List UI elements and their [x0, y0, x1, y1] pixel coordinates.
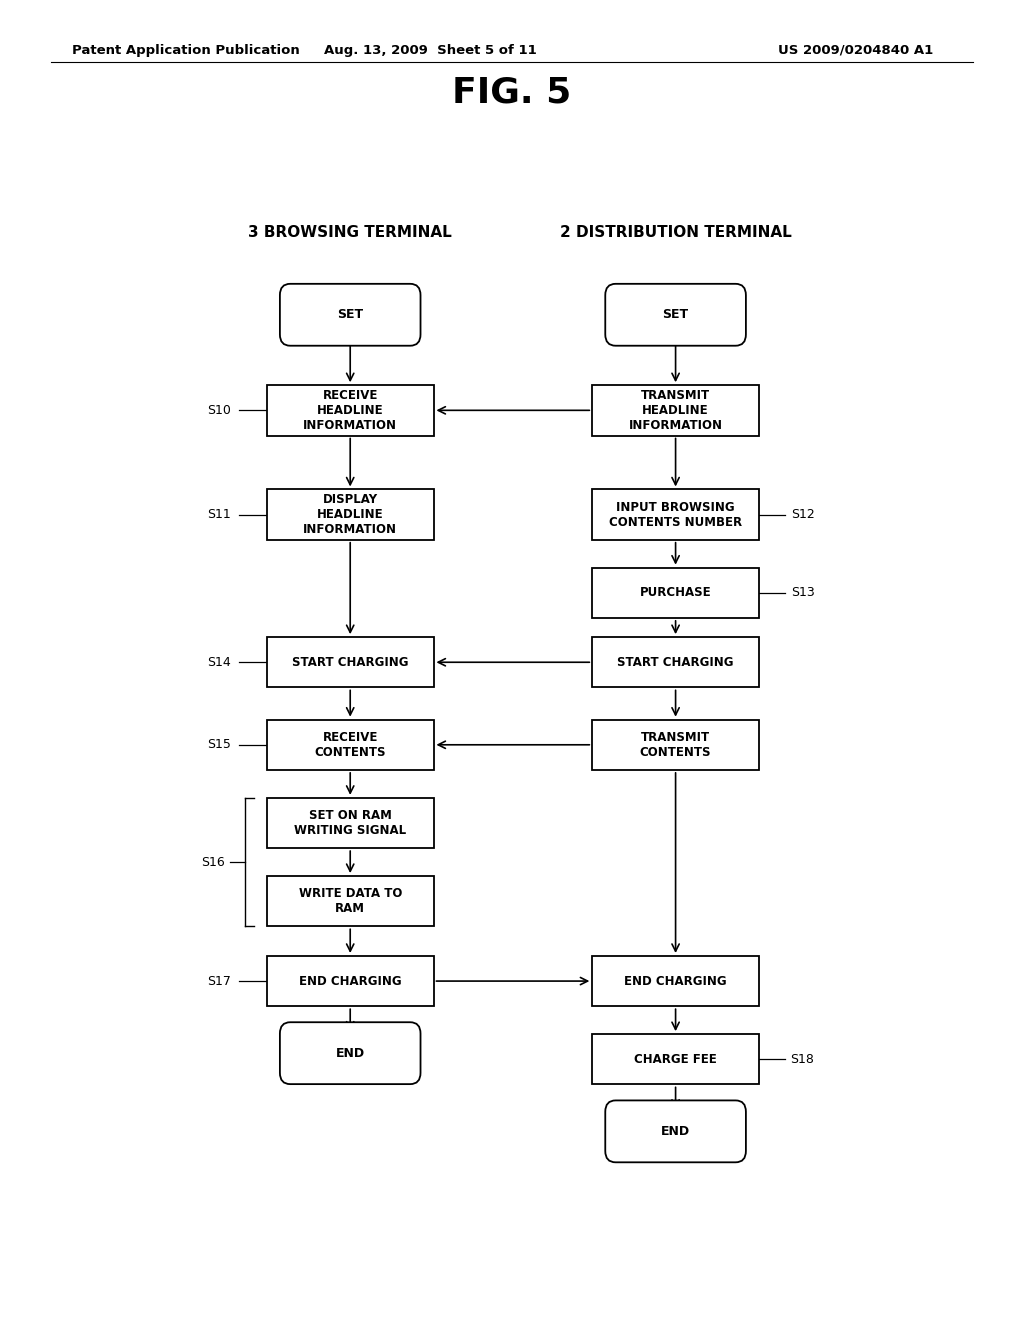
Text: TRANSMIT
HEADLINE
INFORMATION: TRANSMIT HEADLINE INFORMATION [629, 389, 723, 432]
Text: PURCHASE: PURCHASE [640, 586, 712, 599]
Text: 3 BROWSING TERMINAL: 3 BROWSING TERMINAL [249, 224, 452, 240]
Text: RECEIVE
HEADLINE
INFORMATION: RECEIVE HEADLINE INFORMATION [303, 389, 397, 432]
Text: TRANSMIT
CONTENTS: TRANSMIT CONTENTS [640, 731, 712, 759]
Text: INPUT BROWSING
CONTENTS NUMBER: INPUT BROWSING CONTENTS NUMBER [609, 500, 742, 528]
Text: S15: S15 [207, 738, 231, 751]
Text: S11: S11 [208, 508, 231, 521]
Text: US 2009/0204840 A1: US 2009/0204840 A1 [778, 44, 934, 57]
Text: SET: SET [663, 309, 689, 321]
FancyBboxPatch shape [267, 876, 433, 927]
FancyBboxPatch shape [267, 797, 433, 849]
Text: S17: S17 [207, 974, 231, 987]
Text: END: END [336, 1047, 365, 1060]
Text: END CHARGING: END CHARGING [625, 974, 727, 987]
Text: START CHARGING: START CHARGING [617, 656, 734, 669]
FancyBboxPatch shape [592, 385, 759, 436]
FancyBboxPatch shape [592, 956, 759, 1006]
Text: SET: SET [337, 309, 364, 321]
FancyBboxPatch shape [605, 1101, 745, 1163]
FancyBboxPatch shape [267, 490, 433, 540]
Text: START CHARGING: START CHARGING [292, 656, 409, 669]
Text: FIG. 5: FIG. 5 [453, 75, 571, 110]
Text: SET ON RAM
WRITING SIGNAL: SET ON RAM WRITING SIGNAL [294, 809, 407, 837]
Text: Aug. 13, 2009  Sheet 5 of 11: Aug. 13, 2009 Sheet 5 of 11 [324, 44, 537, 57]
FancyBboxPatch shape [267, 956, 433, 1006]
FancyBboxPatch shape [592, 638, 759, 688]
Text: WRITE DATA TO
RAM: WRITE DATA TO RAM [299, 887, 401, 915]
FancyBboxPatch shape [267, 719, 433, 770]
FancyBboxPatch shape [592, 719, 759, 770]
Text: RECEIVE
CONTENTS: RECEIVE CONTENTS [314, 731, 386, 759]
Text: S10: S10 [207, 404, 231, 417]
FancyBboxPatch shape [267, 638, 433, 688]
Text: S14: S14 [208, 656, 231, 669]
Text: Patent Application Publication: Patent Application Publication [72, 44, 299, 57]
Text: 2 DISTRIBUTION TERMINAL: 2 DISTRIBUTION TERMINAL [560, 224, 792, 240]
FancyBboxPatch shape [592, 568, 759, 618]
Text: END CHARGING: END CHARGING [299, 974, 401, 987]
FancyBboxPatch shape [280, 1022, 421, 1084]
Text: DISPLAY
HEADLINE
INFORMATION: DISPLAY HEADLINE INFORMATION [303, 494, 397, 536]
Text: S16: S16 [201, 855, 225, 869]
FancyBboxPatch shape [267, 385, 433, 436]
FancyBboxPatch shape [592, 490, 759, 540]
Text: S18: S18 [791, 1053, 814, 1065]
FancyBboxPatch shape [605, 284, 745, 346]
Text: CHARGE FEE: CHARGE FEE [634, 1053, 717, 1065]
FancyBboxPatch shape [280, 284, 421, 346]
Text: END: END [662, 1125, 690, 1138]
Text: S13: S13 [791, 586, 814, 599]
FancyBboxPatch shape [592, 1034, 759, 1085]
Text: S12: S12 [791, 508, 814, 521]
